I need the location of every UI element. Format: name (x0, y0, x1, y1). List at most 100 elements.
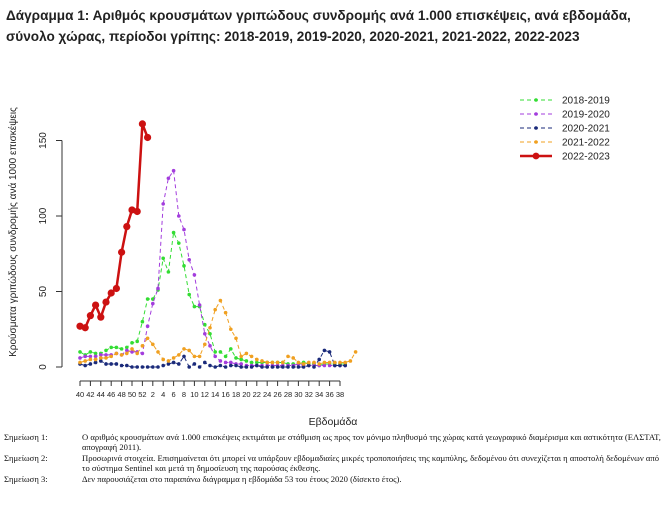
data-point (145, 324, 150, 329)
data-point (296, 360, 301, 365)
data-point (187, 365, 191, 369)
data-point (166, 176, 171, 181)
legend-label: 2021-2022 (562, 138, 610, 149)
data-point (291, 365, 296, 369)
y-axis-label: Κρούσματα γριπώδους συνδρομής ανά 1000 ε… (7, 107, 19, 357)
data-point (275, 360, 280, 365)
data-point (234, 356, 238, 360)
series-2022-2023 (76, 120, 152, 332)
data-point (239, 354, 243, 359)
data-point (119, 353, 124, 357)
data-point (109, 362, 113, 366)
data-point (203, 360, 207, 365)
data-point (197, 303, 202, 307)
footnote-2-text: Προσωρινά στοιχεία. Επισημαίνεται ότι μπ… (82, 452, 660, 474)
data-point (229, 327, 233, 332)
data-point (171, 168, 176, 173)
footnote-1: Σημείωση 1: Ο αριθμός κρουσμάτων ανά 1.00… (4, 432, 664, 453)
data-point (156, 350, 160, 354)
data-point (177, 241, 181, 245)
data-point (254, 360, 259, 365)
data-point (93, 351, 98, 356)
data-point (145, 297, 150, 301)
data-point (353, 350, 358, 354)
data-point (223, 360, 228, 365)
data-point (156, 286, 160, 291)
data-point (177, 362, 181, 366)
data-point (166, 362, 171, 366)
data-point (192, 304, 197, 309)
x-tick-label: 32 (305, 390, 313, 399)
data-point (187, 257, 191, 262)
data-point (213, 307, 217, 312)
data-point (301, 365, 306, 369)
data-point (140, 351, 145, 356)
data-point (125, 348, 129, 353)
data-point (145, 336, 150, 341)
x-tick-label: 14 (211, 390, 219, 399)
data-point (112, 284, 120, 293)
data-point (171, 356, 176, 360)
data-point (123, 222, 131, 231)
data-point (229, 360, 233, 365)
x-tick-label: 16 (221, 390, 229, 399)
data-point (301, 362, 306, 366)
data-point (281, 360, 285, 365)
footnote-1-text: Ο αριθμός κρουσμάτων ανά 1.000 επισκέψει… (82, 432, 661, 453)
data-point (130, 365, 134, 369)
data-point (83, 363, 87, 368)
chart-title-line-1: Δάγραμμα 1: Αριθμός κρουσμάτων γριπώδους… (6, 8, 631, 23)
x-tick-label: 36 (325, 390, 333, 399)
x-tick-label: 38 (336, 390, 344, 399)
data-point (187, 292, 191, 297)
data-point (223, 354, 228, 359)
data-point (208, 363, 212, 368)
x-tick-label: 52 (138, 390, 146, 399)
legend-marker (532, 152, 540, 160)
data-point (234, 336, 238, 341)
x-axis-label: Εβδομάδα (309, 416, 358, 428)
data-point (81, 324, 89, 332)
data-point (192, 362, 197, 366)
data-point (260, 365, 264, 369)
x-tick-label: 12 (201, 390, 209, 399)
legend-marker (534, 126, 538, 130)
data-point (135, 365, 139, 369)
data-point (296, 365, 301, 369)
data-point (213, 350, 217, 354)
data-point (192, 354, 197, 359)
legend-marker (534, 140, 538, 144)
data-point (218, 350, 223, 354)
x-tick-label: 10 (190, 390, 198, 399)
data-point (260, 359, 264, 363)
x-tick-label: 2 (151, 390, 155, 399)
data-point (78, 350, 82, 354)
data-point (140, 365, 145, 369)
data-point (265, 360, 270, 365)
data-point (249, 354, 254, 359)
data-point (327, 360, 332, 365)
data-point (254, 363, 259, 368)
data-point (107, 289, 115, 297)
data-point (99, 356, 103, 360)
x-tick-label: 42 (86, 390, 94, 399)
data-point (130, 350, 134, 354)
data-point (182, 354, 186, 359)
chart-title-line-2: σύνολο χώρας, περίοδοι γρίπης: 2018-2019… (6, 29, 580, 44)
data-point (93, 360, 98, 365)
data-point (249, 365, 254, 369)
data-point (229, 363, 233, 368)
series-2020-2021 (78, 348, 348, 369)
data-point (218, 359, 223, 363)
data-point (102, 298, 110, 306)
data-point (119, 347, 124, 351)
legend: 2018-2019 2019-2020 2020-2021 2021-2022 2022… (520, 96, 610, 163)
data-point (286, 365, 290, 369)
footnote-1-label: Σημείωση 1: (4, 432, 48, 442)
data-point (244, 359, 249, 363)
data-point (99, 353, 103, 357)
data-point (338, 363, 342, 368)
data-point (88, 357, 93, 362)
data-point (171, 360, 176, 365)
data-point (78, 360, 82, 365)
